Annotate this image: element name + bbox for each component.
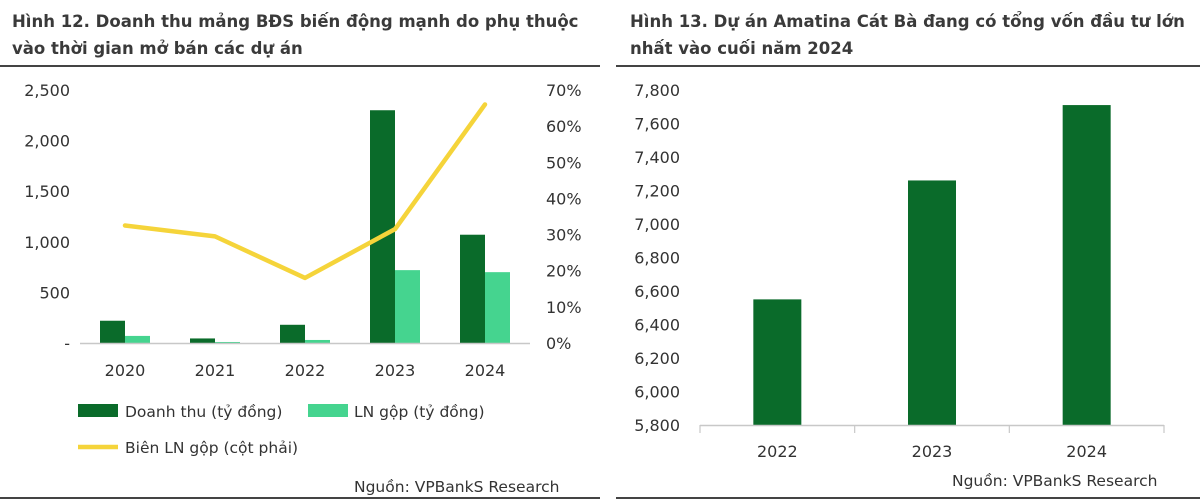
y-tick-label: 7,000 <box>634 215 680 234</box>
x-tick-label: 2023 <box>912 442 953 461</box>
left-y-tick-label: 1,500 <box>24 182 70 201</box>
bar-doanh-thu <box>100 320 125 343</box>
y-tick-label: 7,600 <box>634 115 680 134</box>
right-y-tick-label: 20% <box>546 262 582 281</box>
left-y-tick-label: 2,000 <box>24 132 70 151</box>
left-title-line-2: vào thời gian mở bán các dự án <box>12 39 303 58</box>
y-tick-label: 5,800 <box>634 416 680 435</box>
right-y-tick-label: 60% <box>546 117 582 136</box>
bar-doanh-thu <box>190 338 215 343</box>
y-tick-label: 7,200 <box>634 182 680 201</box>
x-tick-label: 2024 <box>465 361 506 380</box>
left-bottom-rule <box>0 497 600 499</box>
right-figure-title: Hình 13. Dự án Amatina Cát Bà đang có tổ… <box>630 8 1190 62</box>
right-y-tick-label: 40% <box>546 189 582 208</box>
left-y-tick-label: 1,000 <box>24 233 70 252</box>
x-tick-label: 2024 <box>1066 442 1107 461</box>
bar-doanh-thu <box>460 234 485 343</box>
y-tick-label: 6,200 <box>634 349 680 368</box>
bar-ln-gop <box>125 335 150 343</box>
left-figure-title: Hình 12. Doanh thu mảng BĐS biến động mạ… <box>12 8 592 62</box>
legend-swatch-doanh-thu <box>78 404 118 417</box>
right-source-note: Nguồn: VPBankS Research <box>952 472 1158 490</box>
y-tick-label: 6,000 <box>634 383 680 402</box>
right-bar-chart: 5,800 6,000 6,200 6,400 6,600 6,800 7,000 7,200… <box>634 81 1165 461</box>
left-top-rule <box>0 65 600 67</box>
y-tick-label: 6,600 <box>634 282 680 301</box>
y-tick-label: 7,400 <box>634 148 680 167</box>
right-figure-panel: Hình 13. Dự án Amatina Cát Bà đang có tổ… <box>612 0 1200 503</box>
bar-von-dau-tu <box>753 299 802 425</box>
left-y-tick-label: - <box>64 334 70 353</box>
right-title-line-2: nhất vào cuối năm 2024 <box>630 39 854 58</box>
x-tick-label: 2020 <box>105 361 146 380</box>
legend-swatch-ln-gop <box>308 404 348 417</box>
y-tick-label: 7,800 <box>634 81 680 100</box>
x-tick-label: 2022 <box>757 442 798 461</box>
bar-doanh-thu <box>370 110 395 344</box>
bar-von-dau-tu <box>1062 105 1111 425</box>
right-y-tick-label: 0% <box>546 334 571 353</box>
x-tick-label: 2021 <box>195 361 236 380</box>
right-bottom-rule <box>616 497 1200 499</box>
bar-doanh-thu <box>280 324 305 343</box>
right-y-tick-label: 70% <box>546 81 582 100</box>
left-source-note: Nguồn: VPBankS Research <box>354 478 560 496</box>
bar-ln-gop <box>215 341 240 343</box>
left-y-tick-label: 2,500 <box>24 81 70 100</box>
x-tick-label: 2023 <box>375 361 416 380</box>
left-title-line-1: Hình 12. Doanh thu mảng BĐS biến động mạ… <box>12 12 579 31</box>
right-y-tick-label: 10% <box>546 298 582 317</box>
legend-label-doanh-thu: Doanh thu (tỷ đồng) <box>125 403 282 421</box>
bar-von-dau-tu <box>908 180 956 425</box>
right-top-rule <box>616 65 1200 67</box>
legend-label-ln-gop: LN gộp (tỷ đồng) <box>354 403 485 421</box>
line-bien-ln-gop <box>122 102 488 281</box>
bar-ln-gop <box>485 272 510 343</box>
right-y-tick-label: 50% <box>546 153 582 172</box>
left-y-tick-label: 500 <box>39 283 70 302</box>
left-combo-chart: - 500 1,000 1,500 2,000 2,500 0% 10% 20% 30% 40% 50… <box>24 81 582 457</box>
right-y-tick-label: 30% <box>546 226 582 245</box>
left-figure-panel: Hình 12. Doanh thu mảng BĐS biến động mạ… <box>0 8 600 499</box>
y-tick-label: 6,400 <box>634 316 680 335</box>
y-tick-label: 6,800 <box>634 249 680 268</box>
legend-label-bien-ln-gop: Biên LN gộp (cột phải) <box>125 439 298 457</box>
bar-ln-gop <box>395 270 420 343</box>
x-tick-label: 2022 <box>285 361 326 380</box>
bar-ln-gop <box>305 339 330 343</box>
right-title-line-1: Hình 13. Dự án Amatina Cát Bà đang có tổ… <box>630 12 1185 31</box>
